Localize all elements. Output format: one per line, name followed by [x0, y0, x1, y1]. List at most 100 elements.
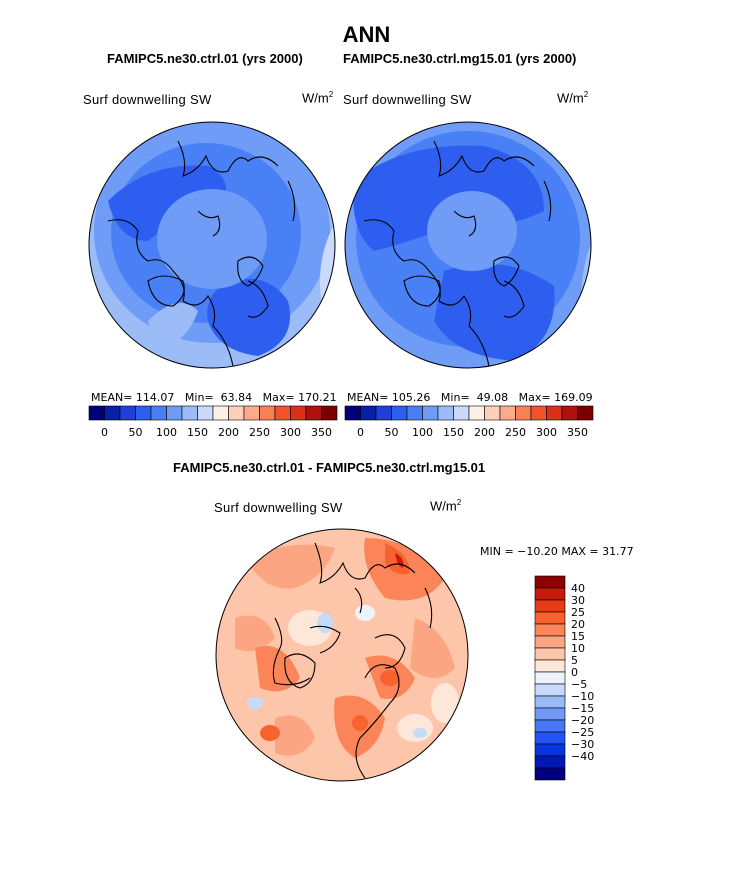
panel3-field: [216, 529, 468, 781]
panel3-colorbar-tick-label: −10: [571, 690, 594, 703]
panel3-colorbar-swatch: [534, 587, 566, 601]
panel1-colorbar-swatch: [88, 405, 105, 421]
panel1-colorbar-tick-label: 200: [218, 426, 239, 439]
panel3-colorbar-swatches: [534, 575, 566, 781]
diff-title: FAMIPC5.ne30.ctrl.01 - FAMIPC5.ne30.ctrl…: [173, 460, 486, 475]
panel2-colorbar-swatch: [468, 405, 485, 421]
panel3-colorbar-swatch: [534, 575, 566, 589]
panel1-colorbar-swatch: [166, 405, 183, 421]
panel3-colorbar-swatch: [534, 659, 566, 673]
panel3-colorbar-tick-label: −40: [571, 750, 594, 763]
panel3-colorbar-tick-label: 20: [571, 618, 585, 631]
panel2-colorbar-swatch: [360, 405, 377, 421]
panel3-map: [215, 528, 469, 782]
panel3-colorbar-swatch: [534, 707, 566, 721]
panel3-colorbar-swatch: [534, 731, 566, 745]
panel2-colorbar-swatch: [344, 405, 361, 421]
panel2-colorbar-swatch: [577, 405, 594, 421]
panel3-map-border: [215, 528, 469, 782]
panel2-colorbar-tick-label: 350: [567, 426, 588, 439]
panel1-colorbar-ticks: 0 50 100 150 200 250 300 350: [101, 426, 332, 439]
panel1-colorbar-swatch: [305, 405, 322, 421]
panel1-colorbar: 0 50 100 150 200 250 300 350: [88, 405, 338, 439]
panel3-colorbar-swatch: [534, 599, 566, 613]
panel3-colorbar-swatch: [534, 623, 566, 637]
panel1-colorbar-swatch: [135, 405, 152, 421]
panel1-colorbar-swatch: [150, 405, 167, 421]
panel3-colorbar-tick-label: −5: [571, 678, 587, 691]
panel1-case-title: FAMIPC5.ne30.ctrl.01 (yrs 2000): [107, 51, 303, 66]
panel1-colorbar-tick-label: 100: [156, 426, 177, 439]
panel2-colorbar-tick-label: 250: [505, 426, 526, 439]
panel3-colorbar-tick-label: 25: [571, 606, 585, 619]
panel2-variable-label: Surf downwelling SW: [343, 92, 472, 107]
panel2-colorbar-swatch: [561, 405, 578, 421]
panel2-colorbar-swatch: [391, 405, 408, 421]
panel3-colorbar-tick-label: 0: [571, 666, 578, 679]
panel2-case-title: FAMIPC5.ne30.ctrl.mg15.01 (yrs 2000): [343, 51, 577, 66]
panel3-colorbar-swatch: [534, 695, 566, 709]
panel1-colorbar-swatch: [104, 405, 121, 421]
panel1-colorbar-tick-label: 150: [187, 426, 208, 439]
panel1-units-label: W/m2: [302, 90, 334, 106]
panel1-colorbar-tick-label: 300: [280, 426, 301, 439]
panel3-colorbar-swatch: [534, 755, 566, 769]
panel2-colorbar-tick-label: 50: [385, 426, 399, 439]
panel3-colorbar-tick-label: −25: [571, 726, 594, 739]
panel2-colorbar-swatch: [484, 405, 501, 421]
panel1-coastlines: [107, 140, 296, 367]
panel2-colorbar-tick-label: 200: [474, 426, 495, 439]
panel3-coastlines: [272, 542, 433, 779]
panel1-colorbar-swatch: [274, 405, 291, 421]
panel2-colorbar-tick-label: 300: [536, 426, 557, 439]
panel1-variable-label: Surf downwelling SW: [83, 92, 212, 107]
panel3-colorbar-swatch: [534, 635, 566, 649]
panel2-colorbar-swatches: [344, 405, 594, 421]
panel1-colorbar-swatch: [321, 405, 338, 421]
panel2-map-border: [344, 121, 592, 369]
panel3-colorbar-tick-label: −15: [571, 702, 594, 715]
panel2-colorbar-swatch: [546, 405, 563, 421]
panel2-colorbar: 0 50 100 150 200 250 300 350: [344, 405, 594, 439]
panel2-field: [345, 122, 591, 368]
panel3-colorbar-tick-label: −20: [571, 714, 594, 727]
panel1-map-border: [88, 121, 336, 369]
panel2-colorbar-swatch: [375, 405, 392, 421]
panel3-colorbar-swatch: [534, 647, 566, 661]
panel1-stats: MEAN= 114.07 Min= 63.84 Max= 170.21: [91, 391, 337, 404]
panel2-units-label: W/m2: [557, 90, 589, 106]
panel3-colorbar-tick-label: 30: [571, 594, 585, 607]
panel2-colorbar-swatch: [422, 405, 439, 421]
panel2-colorbar-swatch: [453, 405, 470, 421]
panel3-colorbar-swatch: [534, 683, 566, 697]
panel2-coastlines: [363, 140, 552, 367]
panel2-colorbar-swatch: [406, 405, 423, 421]
panel3-colorbar-swatch: [534, 743, 566, 757]
panel1-colorbar-swatch: [290, 405, 307, 421]
panel3-colorbar-tick-label: 40: [571, 582, 585, 595]
panel2-colorbar-tick-label: 150: [443, 426, 464, 439]
panel2-colorbar-tick-label: 100: [412, 426, 433, 439]
panel2-map: [344, 121, 592, 369]
panel2-colorbar-swatch: [515, 405, 532, 421]
panel1-colorbar-tick-label: 50: [129, 426, 143, 439]
panel1-colorbar-swatch: [243, 405, 260, 421]
panel3-colorbar-tick-label: −30: [571, 738, 594, 751]
panel2-stats: MEAN= 105.26 Min= 49.08 Max= 169.09: [347, 391, 593, 404]
panel2-colorbar-ticks: 0 50 100 150 200 250 300 350: [357, 426, 588, 439]
panel1-colorbar-tick-label: 250: [249, 426, 270, 439]
panel3-stats: MIN = −10.20 MAX = 31.77: [480, 545, 634, 558]
panel3-colorbar-swatch: [534, 671, 566, 685]
panel3-colorbar-tick-label: 5: [571, 654, 578, 667]
panel3-units-label: W/m2: [430, 498, 462, 514]
panel1-map: [88, 121, 336, 369]
panel3-colorbar-tick-label: 15: [571, 630, 585, 643]
panel3-colorbar-swatch: [534, 611, 566, 625]
panel1-colorbar-swatch: [228, 405, 245, 421]
panel1-colorbar-swatch: [197, 405, 214, 421]
panel1-colorbar-swatch: [212, 405, 229, 421]
panel2-colorbar-swatch: [437, 405, 454, 421]
panel1-colorbar-swatch: [259, 405, 276, 421]
panel2-colorbar-swatch: [530, 405, 547, 421]
